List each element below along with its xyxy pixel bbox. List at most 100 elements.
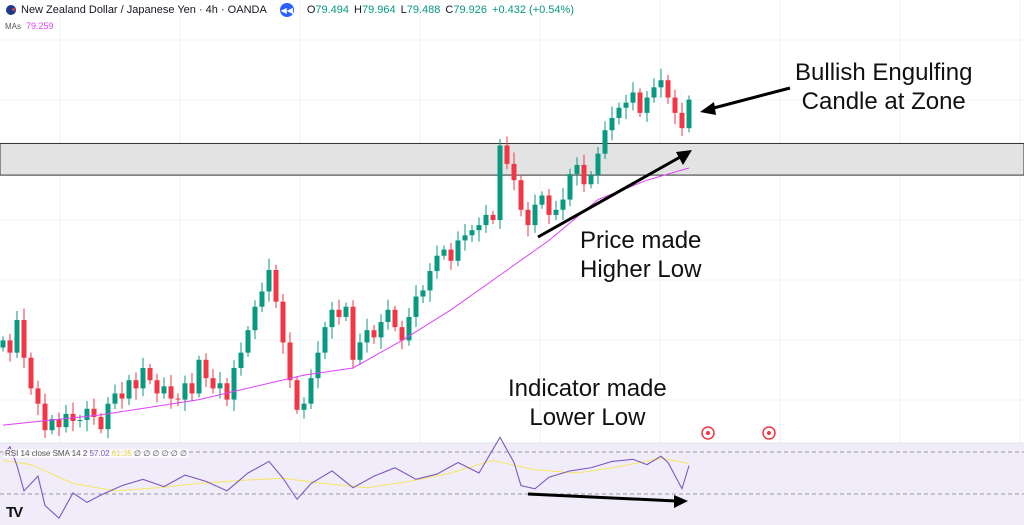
- ohlc-high: H79.964: [354, 4, 396, 16]
- candle-body: [385, 309, 391, 323]
- candle-body: [42, 403, 48, 431]
- moving-average-line: [2, 167, 690, 426]
- symbol-title[interactable]: New Zealand Dollar / Japanese Yen · 4h ·…: [21, 4, 267, 16]
- candle-body: [630, 92, 636, 103]
- annotation-higher-low: Price made Higher Low: [580, 227, 702, 283]
- ma-legend[interactable]: MAs 79.259: [5, 21, 54, 31]
- candle-body: [623, 102, 629, 108]
- candle-body: [364, 330, 370, 343]
- rsi-value: 57.02: [89, 449, 110, 458]
- candle-body: [420, 290, 426, 297]
- candle-body: [301, 403, 307, 410]
- candle-body: [182, 383, 188, 400]
- candle-body: [133, 380, 139, 389]
- candle-body: [518, 180, 524, 210]
- annotation-lower-low: Indicator made Lower Low: [508, 375, 667, 431]
- candle-body: [511, 163, 517, 181]
- candle-body: [238, 352, 244, 368]
- candle-body: [28, 357, 34, 389]
- candle-body: [581, 164, 587, 185]
- candle-body: [399, 327, 405, 341]
- candle-body: [56, 418, 62, 428]
- candle-body: [350, 306, 356, 360]
- candle-body: [462, 235, 468, 241]
- candle-body: [427, 271, 433, 291]
- candle-body: [266, 270, 272, 292]
- candle-body: [273, 270, 279, 302]
- arrowhead-icon: [700, 102, 716, 115]
- candle-body: [504, 145, 510, 164]
- arrowhead-icon: [676, 150, 692, 165]
- candle-body: [21, 320, 27, 358]
- candle-body: [217, 383, 223, 389]
- price-change: +0.432 (+0.54%): [492, 4, 574, 16]
- arrow-lower-low: [527, 492, 677, 503]
- event-markers[interactable]: [701, 426, 776, 440]
- rsi-sma-value: 61.35: [111, 449, 132, 458]
- arrowhead-icon: [674, 495, 688, 508]
- candle-body: [98, 416, 104, 430]
- arrow-engulfing: [705, 86, 791, 112]
- candle-body: [63, 413, 69, 428]
- event-marker-icon[interactable]: [767, 431, 771, 435]
- candle-body: [469, 230, 475, 236]
- arrows: [527, 86, 791, 508]
- candle-body: [14, 320, 20, 353]
- candle-body: [84, 408, 90, 420]
- candle-body: [336, 309, 342, 317]
- candle-body: [406, 316, 412, 341]
- ohlc-open: O79.494: [306, 4, 350, 16]
- event-marker-icon[interactable]: [706, 431, 710, 435]
- arrow-higher-low: [537, 154, 683, 239]
- candle-body: [602, 130, 608, 154]
- candle-body: [168, 386, 174, 399]
- candle-body: [245, 330, 251, 353]
- candle-body: [371, 330, 377, 338]
- candle-body: [315, 352, 321, 379]
- nz-flag-icon: [6, 5, 16, 15]
- candle-body: [525, 209, 531, 226]
- candle-body: [588, 175, 594, 185]
- rsi-line: [2, 436, 690, 520]
- candle-body: [224, 383, 230, 400]
- candle-body: [413, 296, 419, 317]
- candle-body: [658, 80, 664, 88]
- candle-body: [595, 153, 601, 176]
- candle-body: [189, 383, 195, 394]
- candle-body: [119, 393, 125, 399]
- candle-body: [231, 367, 237, 400]
- candle-body: [252, 306, 258, 331]
- rewind-icon[interactable]: ◀◀: [279, 3, 294, 17]
- candle-body: [196, 359, 202, 394]
- candle-body: [161, 386, 167, 394]
- candle-body: [665, 80, 671, 98]
- candle-body: [154, 380, 160, 394]
- candle-body: [308, 378, 314, 404]
- candle-body: [0, 340, 6, 348]
- candle-body: [651, 87, 657, 98]
- candle-body: [679, 112, 685, 129]
- candle-body: [210, 378, 216, 389]
- candle-body: [49, 418, 55, 431]
- ohlc-low: L79.488: [400, 4, 441, 16]
- candle-body: [280, 301, 286, 343]
- candle-body: [609, 117, 615, 131]
- symbol-header: New Zealand Dollar / Japanese Yen · 4h ·…: [6, 3, 574, 17]
- candle-body: [448, 249, 454, 261]
- candle-body: [259, 291, 265, 307]
- candle-body: [497, 145, 503, 220]
- candle-body: [434, 255, 440, 272]
- candle-body: [294, 380, 300, 410]
- candle-body: [560, 199, 566, 210]
- candle-body: [392, 309, 398, 328]
- candle-body: [686, 99, 692, 129]
- candle-body: [77, 420, 83, 422]
- rsi-legend[interactable]: RSI 14 close SMA 14 2 57.02 61.35 ∅ ∅ ∅ …: [3, 449, 189, 458]
- tradingview-logo[interactable]: TV: [6, 504, 23, 521]
- candle-body: [378, 322, 384, 338]
- candle-body: [539, 195, 545, 205]
- candle-body: [35, 388, 41, 404]
- candle-body: [112, 393, 118, 404]
- candle-body: [532, 204, 538, 226]
- candle-body: [91, 408, 97, 417]
